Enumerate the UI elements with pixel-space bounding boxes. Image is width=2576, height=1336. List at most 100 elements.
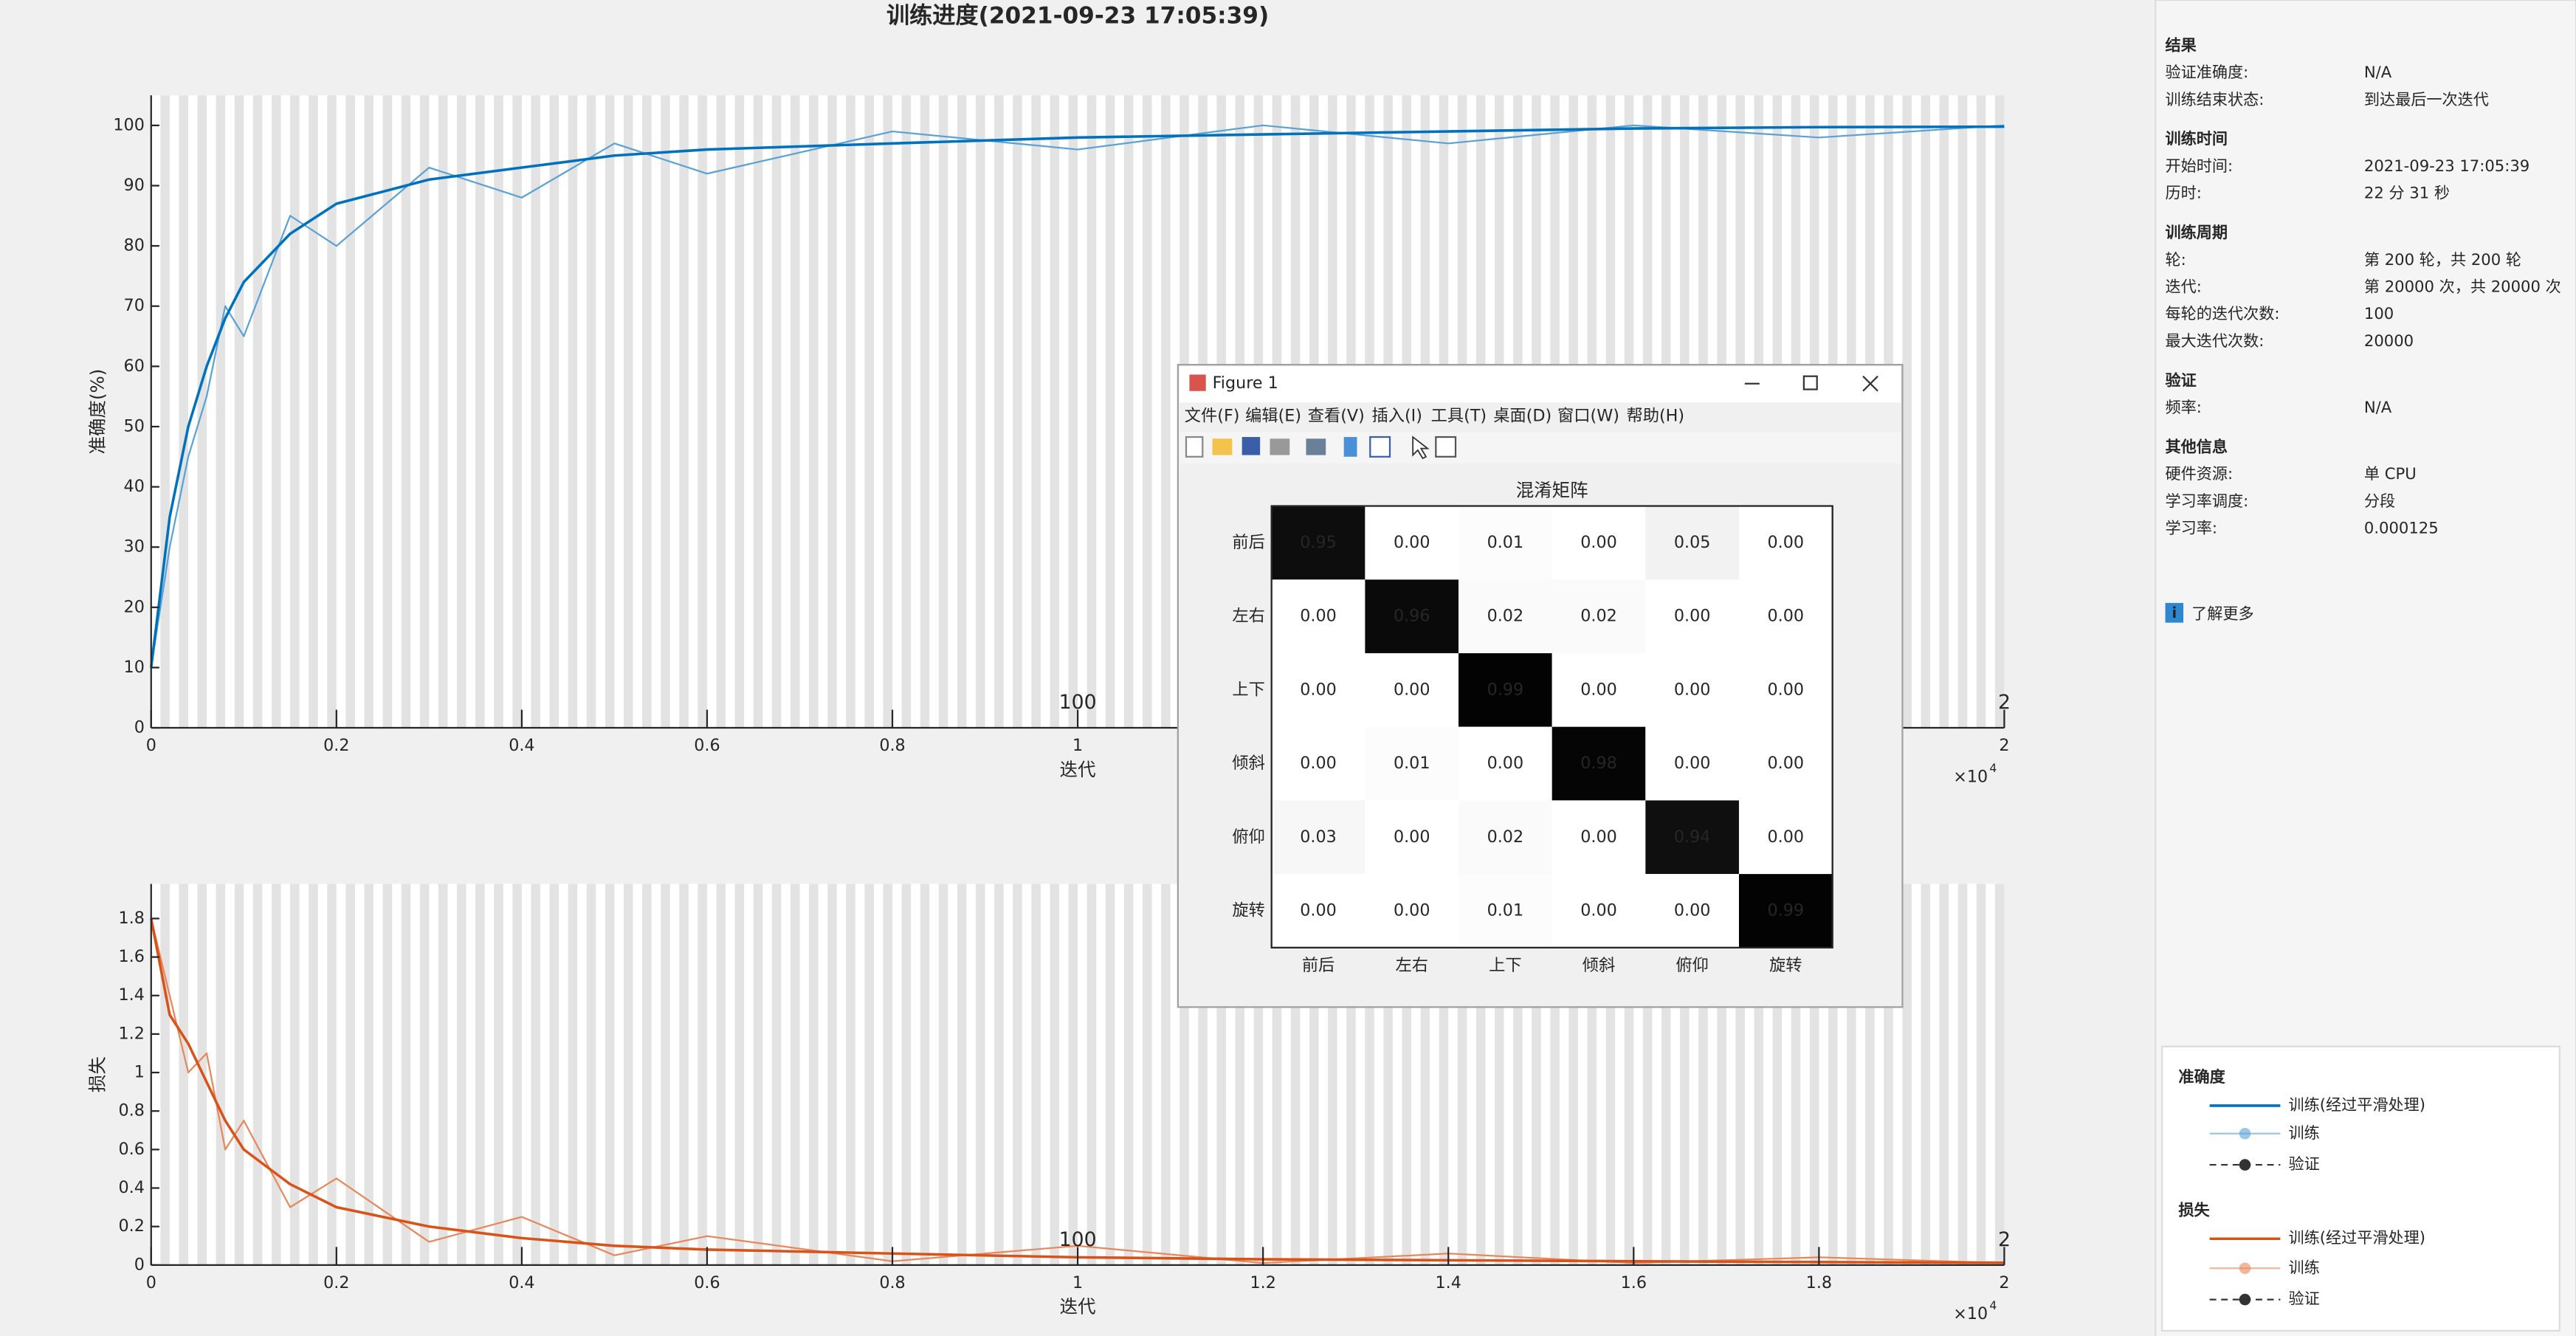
epoch-stripe bbox=[771, 884, 782, 1265]
epoch-stripe bbox=[382, 884, 393, 1265]
close-button[interactable] bbox=[1862, 375, 1878, 392]
heatmap-cell bbox=[1738, 874, 1833, 948]
tool-property[interactable] bbox=[1435, 435, 1457, 458]
cell-label: 0.00 bbox=[1674, 607, 1711, 626]
menu-item[interactable]: 编辑(E) bbox=[1245, 407, 1301, 426]
epoch-stripe bbox=[642, 884, 652, 1265]
epoch-stripe bbox=[1105, 884, 1115, 1265]
epoch-stripe bbox=[1068, 95, 1078, 729]
cell-label: 0.02 bbox=[1580, 607, 1617, 626]
cell-label: 0.00 bbox=[1768, 607, 1805, 626]
epoch-stripe bbox=[846, 95, 855, 729]
epoch-stripe bbox=[827, 884, 837, 1265]
column-label: 上下 bbox=[1489, 956, 1521, 975]
column-label: 左右 bbox=[1395, 956, 1428, 975]
epoch-stripe bbox=[345, 95, 355, 729]
epoch-stripe bbox=[1976, 95, 1986, 729]
epoch-stripe bbox=[1050, 884, 1059, 1265]
y-tick-label: 60 bbox=[124, 357, 145, 376]
x-exponent-base: ×10 bbox=[1953, 1304, 1988, 1323]
menu-item[interactable]: 窗口(W) bbox=[1557, 407, 1619, 426]
tool-print[interactable] bbox=[1270, 438, 1290, 455]
heatmap-cell bbox=[1552, 506, 1646, 580]
x-tick-label: 0 bbox=[146, 736, 156, 755]
row-label: 上下 bbox=[1232, 680, 1264, 699]
heatmap-cell bbox=[1271, 506, 1366, 580]
menu-item[interactable]: 查看(V) bbox=[1308, 407, 1365, 426]
cell-label: 0.98 bbox=[1580, 754, 1617, 773]
epoch-stripe bbox=[1161, 95, 1171, 729]
info-value: 20000 bbox=[2364, 331, 2414, 350]
info-value: 2021-09-23 17:05:39 bbox=[2364, 156, 2529, 175]
epoch-stripe bbox=[549, 95, 559, 729]
epoch-stripe bbox=[1161, 884, 1171, 1265]
epoch-stripe bbox=[883, 95, 893, 729]
epoch-stripe bbox=[623, 95, 633, 729]
epoch-stripe bbox=[1939, 95, 1949, 729]
maximize-button[interactable] bbox=[1802, 375, 1818, 390]
heatmap-cell bbox=[1459, 506, 1552, 580]
x-tick-label: 0.6 bbox=[694, 1273, 720, 1292]
tool-print-preview[interactable] bbox=[1306, 438, 1326, 455]
tool-legend[interactable] bbox=[1369, 435, 1391, 458]
epoch-stripe bbox=[160, 884, 170, 1265]
menu-item[interactable]: 插入(I) bbox=[1372, 407, 1422, 426]
info-label: 历时: bbox=[2166, 184, 2202, 202]
section-heading: 训练周期 bbox=[2166, 223, 2228, 241]
legend-marker bbox=[2239, 1127, 2251, 1140]
window-titlebar bbox=[1179, 366, 1901, 403]
heatmap-cell bbox=[1645, 726, 1739, 801]
epoch-stripe bbox=[753, 884, 763, 1265]
y-axis-label: 准确度(%) bbox=[87, 369, 109, 455]
epoch-stripe bbox=[846, 884, 855, 1265]
epoch-stripe bbox=[827, 95, 837, 729]
section-heading: 训练时间 bbox=[2166, 129, 2228, 148]
y-tick-label: 0.4 bbox=[118, 1178, 144, 1197]
legend-label: 训练 bbox=[2288, 1258, 2319, 1276]
tool-save[interactable] bbox=[1241, 437, 1261, 455]
info-value: N/A bbox=[2364, 398, 2392, 416]
cell-label: 0.02 bbox=[1487, 607, 1524, 626]
tool-new[interactable] bbox=[1185, 435, 1204, 458]
legend-heading: 损失 bbox=[2178, 1200, 2210, 1219]
epoch-annotation: 2 bbox=[1998, 691, 2011, 714]
learn-more-link[interactable]: 了解更多 bbox=[2191, 604, 2254, 622]
menu-item[interactable]: 文件(F) bbox=[1185, 407, 1240, 426]
epoch-stripe bbox=[771, 95, 782, 729]
cell-label: 0.96 bbox=[1394, 607, 1430, 626]
x-axis-label: 迭代 bbox=[1060, 759, 1096, 780]
epoch-stripe bbox=[679, 884, 689, 1265]
tool-pointer[interactable] bbox=[1412, 435, 1430, 460]
epoch-stripe bbox=[753, 95, 763, 729]
heatmap-cell bbox=[1365, 800, 1459, 875]
info-value: 单 CPU bbox=[2364, 464, 2417, 483]
cell-label: 0.00 bbox=[1580, 901, 1617, 920]
menu-item[interactable]: 帮助(H) bbox=[1627, 407, 1685, 426]
menu-item[interactable]: 工具(T) bbox=[1431, 407, 1487, 426]
epoch-stripe bbox=[216, 95, 226, 729]
cell-label: 0.00 bbox=[1394, 901, 1430, 920]
menu-item[interactable]: 桌面(D) bbox=[1493, 407, 1552, 426]
epoch-stripe bbox=[698, 95, 707, 729]
heatmap-cell bbox=[1645, 506, 1739, 580]
epoch-stripe bbox=[290, 884, 300, 1265]
x-tick-label: 2 bbox=[1999, 736, 2009, 755]
epoch-stripe bbox=[1994, 95, 2005, 729]
epoch-stripe bbox=[586, 884, 596, 1265]
x-tick-label: 0.8 bbox=[879, 1273, 905, 1292]
page-title: 训练进度(2021-09-23 17:05:39) bbox=[886, 2, 1269, 29]
cell-label: 0.00 bbox=[1300, 754, 1337, 773]
y-tick-label: 0 bbox=[134, 1255, 145, 1274]
info-icon[interactable] bbox=[2165, 602, 2184, 623]
heatmap-border bbox=[1270, 505, 1833, 948]
tool-open[interactable] bbox=[1212, 438, 1233, 455]
x-tick-label: 1.6 bbox=[1621, 1273, 1647, 1292]
tool-colorbar[interactable] bbox=[1343, 437, 1357, 457]
series-line bbox=[150, 125, 2005, 668]
heatmap-cell bbox=[1271, 652, 1366, 727]
info-icon-glyph: i bbox=[2172, 604, 2177, 621]
cell-label: 0.00 bbox=[1487, 754, 1524, 773]
legend-box bbox=[2160, 1045, 2560, 1332]
epoch-stripe bbox=[1031, 95, 1041, 729]
